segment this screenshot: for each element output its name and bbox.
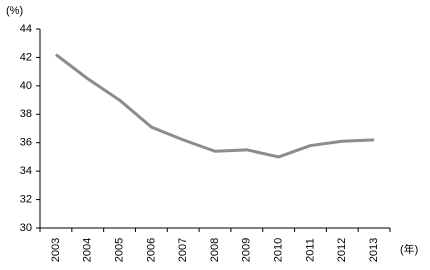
y-tick-label: 40 [20, 80, 32, 92]
y-tick-label: 42 [20, 51, 32, 63]
y-tick-label: 32 [20, 193, 32, 205]
x-tick-label: 2012 [336, 238, 348, 262]
y-unit-label: (%) [6, 5, 23, 17]
x-tick-label: 2010 [273, 238, 285, 262]
x-tick-label: 2003 [50, 238, 62, 262]
y-tick-label: 44 [20, 23, 32, 35]
y-tick-label: 38 [20, 108, 32, 120]
x-tick-label: 2011 [304, 238, 316, 262]
x-tick-label: 2006 [145, 238, 157, 262]
x-tick-label: 2009 [241, 238, 253, 262]
y-tick-label: 30 [20, 222, 32, 234]
y-tick-label: 34 [20, 165, 32, 177]
x-unit-label: (年) [400, 242, 418, 256]
x-tick-label: 2008 [209, 238, 221, 262]
x-tick-label: 2007 [177, 238, 189, 262]
y-tick-label: 36 [20, 137, 32, 149]
x-tick-label: 2013 [368, 238, 380, 262]
x-tick-label: 2004 [82, 238, 94, 262]
line [55, 53, 375, 159]
x-tick-label: 2005 [113, 238, 125, 262]
